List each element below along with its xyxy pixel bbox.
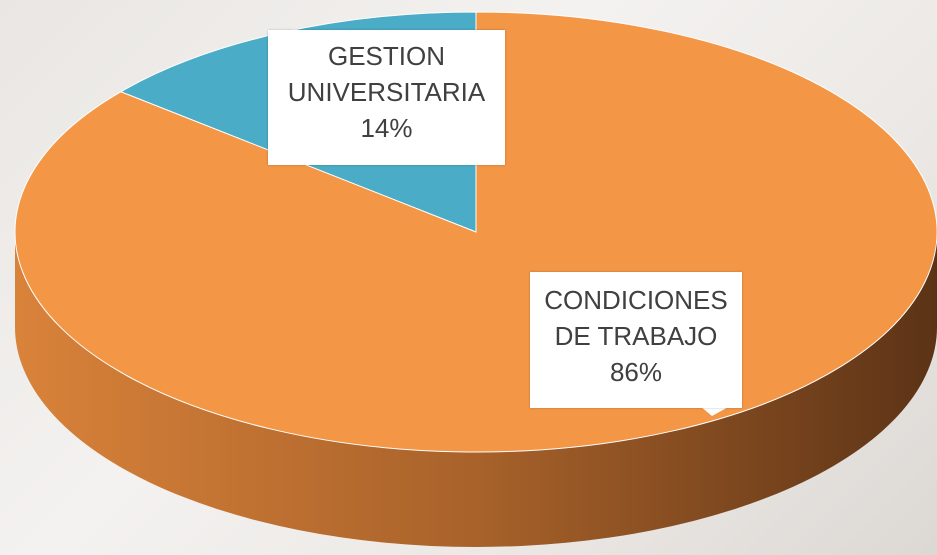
page: GESTION UNIVERSITARIA 14% CONDICIONES DE… — [0, 0, 937, 555]
label-category: GESTION UNIVERSITARIA — [268, 38, 505, 110]
data-label: CONDICIONES DE TRABAJO 86% — [530, 272, 742, 408]
label-value: 14% — [268, 110, 505, 146]
data-label: GESTION UNIVERSITARIA 14% — [268, 30, 505, 165]
label-value: 86% — [530, 354, 742, 390]
label-category: CONDICIONES DE TRABAJO — [530, 282, 742, 354]
